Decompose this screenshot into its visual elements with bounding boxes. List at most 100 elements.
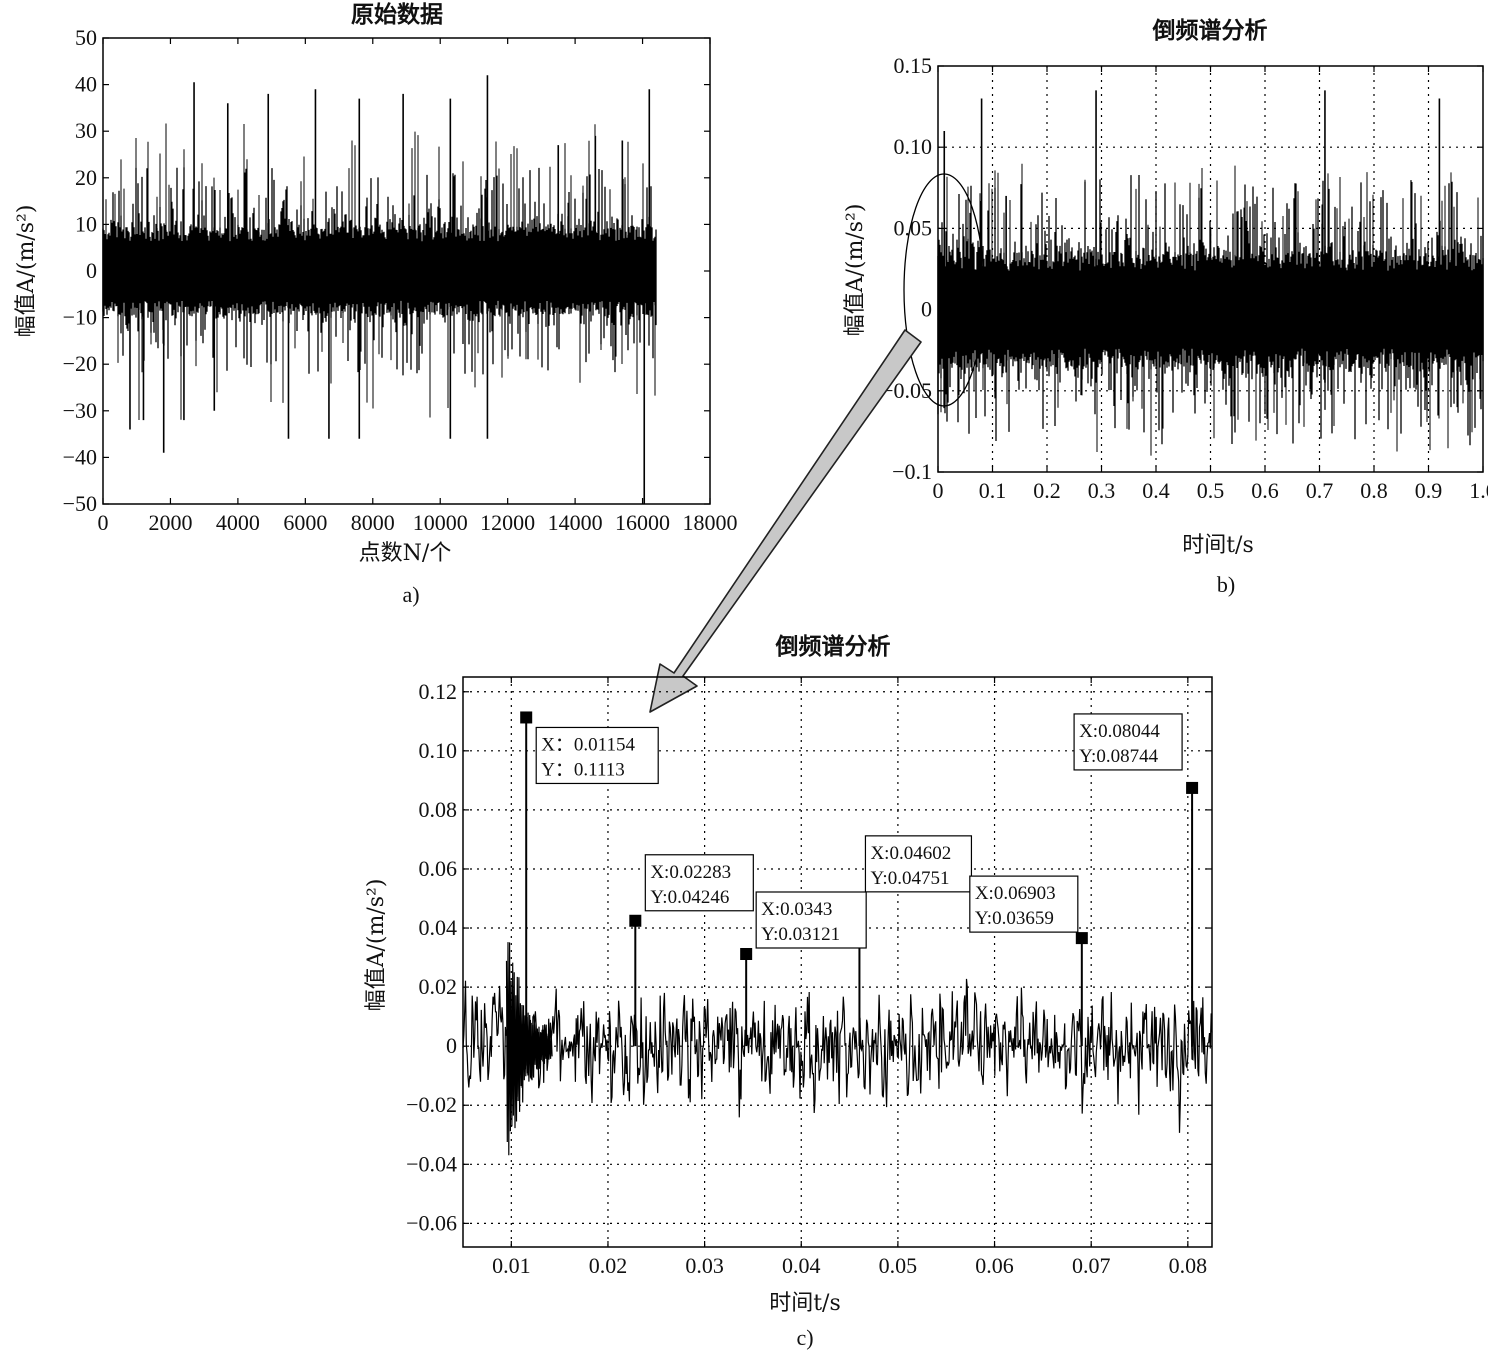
x-tick-label: 0.4: [1142, 478, 1170, 503]
panel-c-caption: c): [796, 1325, 813, 1350]
x-tick-label: 0.08: [1169, 1253, 1208, 1278]
signal-trace: [937, 175, 1484, 446]
peak-marker: [740, 947, 753, 960]
x-tick-label: 14000: [548, 510, 603, 535]
panel-c-xlabel: 时间t/s: [769, 1291, 841, 1316]
y-tick-label: −0.1: [892, 459, 932, 484]
y-tick-label: 0.04: [419, 915, 458, 940]
x-tick-label: 0.02: [589, 1253, 628, 1278]
x-tick-label: 0.2: [1033, 478, 1061, 503]
datatip-x: X:0.08044: [1079, 721, 1160, 742]
y-tick-label: 0: [446, 1033, 457, 1058]
x-tick-label: 0.06: [975, 1253, 1014, 1278]
y-tick-label: 30: [75, 118, 97, 143]
panel-c-ylabel: 幅值A/(m/s²): [364, 879, 389, 1012]
datatip-y: Y:0.04246: [650, 887, 729, 908]
datatip-x: X:0.0343: [761, 899, 832, 920]
peak-marker: [629, 914, 642, 927]
datatip-box: [644, 854, 754, 912]
y-tick-label: 0: [86, 258, 97, 283]
x-tick-label: 0.6: [1251, 478, 1279, 503]
y-tick-label: −30: [63, 398, 97, 423]
y-tick-label: −0.02: [406, 1092, 457, 1117]
x-tick-label: 1.0: [1469, 478, 1488, 503]
x-tick-label: 4000: [216, 510, 260, 535]
panel-c-title: 倒频谱分析: [775, 633, 891, 660]
y-tick-label: 50: [75, 25, 97, 50]
datatip-box: [535, 726, 659, 785]
datatip-x: X：0.01154: [541, 734, 635, 755]
panel-c-ticks: 0.01 0.02 0.03 0.04 0.05 0.06 0.07 0.08 0.12 0.10…: [406, 677, 1212, 1278]
y-tick-label: −40: [63, 444, 97, 469]
x-tick-label: 2000: [148, 510, 192, 535]
x-tick-label: 6000: [283, 510, 327, 535]
y-tick-label: −0.04: [406, 1151, 457, 1176]
x-tick-label: 0.03: [685, 1253, 724, 1278]
datatip-box: [1073, 713, 1183, 771]
y-tick-label: −20: [63, 351, 97, 376]
y-tick-label: 0.08: [419, 797, 458, 822]
x-tick-label: 12000: [480, 510, 535, 535]
panel-a-title: 原始数据: [351, 1, 443, 28]
datatip-x: X:0.02283: [650, 862, 731, 883]
panel-c-frame: [462, 676, 1213, 1248]
panel-c: 倒频谱分析 0.01 0.02 0.03 0.04 0.05 0.06 0.07 0.080.…: [364, 633, 1213, 1350]
datatip-box: [969, 875, 1079, 933]
x-tick-label: 0.5: [1197, 478, 1225, 503]
x-tick-label: 0.07: [1072, 1253, 1111, 1278]
panel-a-ylabel: 幅值A/(m/s²): [14, 205, 39, 338]
x-tick-label: 18000: [683, 510, 738, 535]
y-tick-label: 0.10: [419, 738, 458, 763]
panel-b-title: 倒频谱分析: [1152, 17, 1268, 44]
datatip-box: [755, 891, 867, 949]
peak-marker: [1186, 781, 1199, 794]
peak-marker: [1075, 932, 1088, 945]
datatip-y: Y:0.04751: [870, 868, 949, 889]
highlight-ellipse: [903, 173, 985, 407]
y-tick-label: 0.06: [419, 856, 458, 881]
panel-b-ylabel: 幅值A/(m/s²): [843, 204, 868, 337]
y-tick-label: 10: [75, 211, 97, 236]
panel-a-ticks: 0 2000 4000 6000 8000 10000 12000 14000 16000 180…: [63, 25, 738, 535]
y-tick-label: 20: [75, 165, 97, 190]
panel-b-xlabel: 时间t/s: [1182, 533, 1254, 558]
x-tick-label: 0.01: [492, 1253, 531, 1278]
y-tick-label: 0: [921, 297, 932, 322]
x-tick-label: 8000: [351, 510, 395, 535]
y-tick-label: 0.12: [419, 679, 458, 704]
peak-marker: [520, 711, 533, 724]
x-tick-label: 0.7: [1306, 478, 1334, 503]
y-tick-label: 0.15: [894, 53, 933, 78]
datatip-y: Y:0.03121: [761, 924, 840, 945]
x-tick-label: 10000: [413, 510, 468, 535]
datatip-y: Y：0.1113: [541, 759, 625, 780]
zoom-arrow: [649, 329, 922, 713]
y-tick-label: −10: [63, 305, 97, 330]
x-tick-label: 16000: [615, 510, 670, 535]
y-tick-label: 40: [75, 72, 97, 97]
y-tick-label: 0.02: [419, 974, 458, 999]
panel-b-caption: b): [1217, 572, 1235, 597]
panel-a-signal: [102, 75, 657, 504]
signal-ringing: [505, 942, 553, 1156]
y-tick-label: −0.06: [406, 1210, 457, 1235]
panel-b: 倒频谱分析 0 0.1 0.2 0.3 0.4 0.5 0.6 0.7 0.8 0.9 1.0 0.1…: [843, 17, 1488, 597]
x-tick-label: 0.9: [1415, 478, 1443, 503]
datatip-y: Y:0.08744: [1079, 746, 1159, 767]
panel-c-signal: [462, 711, 1213, 1156]
y-tick-label: −50: [63, 491, 97, 516]
y-tick-label: 0.10: [894, 134, 933, 159]
x-tick-label: 0: [98, 510, 109, 535]
x-tick-label: 0.3: [1088, 478, 1116, 503]
signal-trace: [462, 978, 1213, 1133]
panel-a-caption: a): [402, 582, 419, 607]
datatip-x: X:0.04602: [870, 843, 951, 864]
datatip-x: X:0.06903: [975, 883, 1056, 904]
panel-b-signal: [937, 90, 1484, 456]
datatip-box: [864, 835, 973, 893]
x-tick-label: 0: [933, 478, 944, 503]
x-tick-label: 0.8: [1360, 478, 1388, 503]
x-tick-label: 0.1: [979, 478, 1007, 503]
panel-c-annotations: X：0.01154 Y：0.1113 X:0.02283 Y:0.04246 X:0.0…: [535, 713, 1183, 949]
